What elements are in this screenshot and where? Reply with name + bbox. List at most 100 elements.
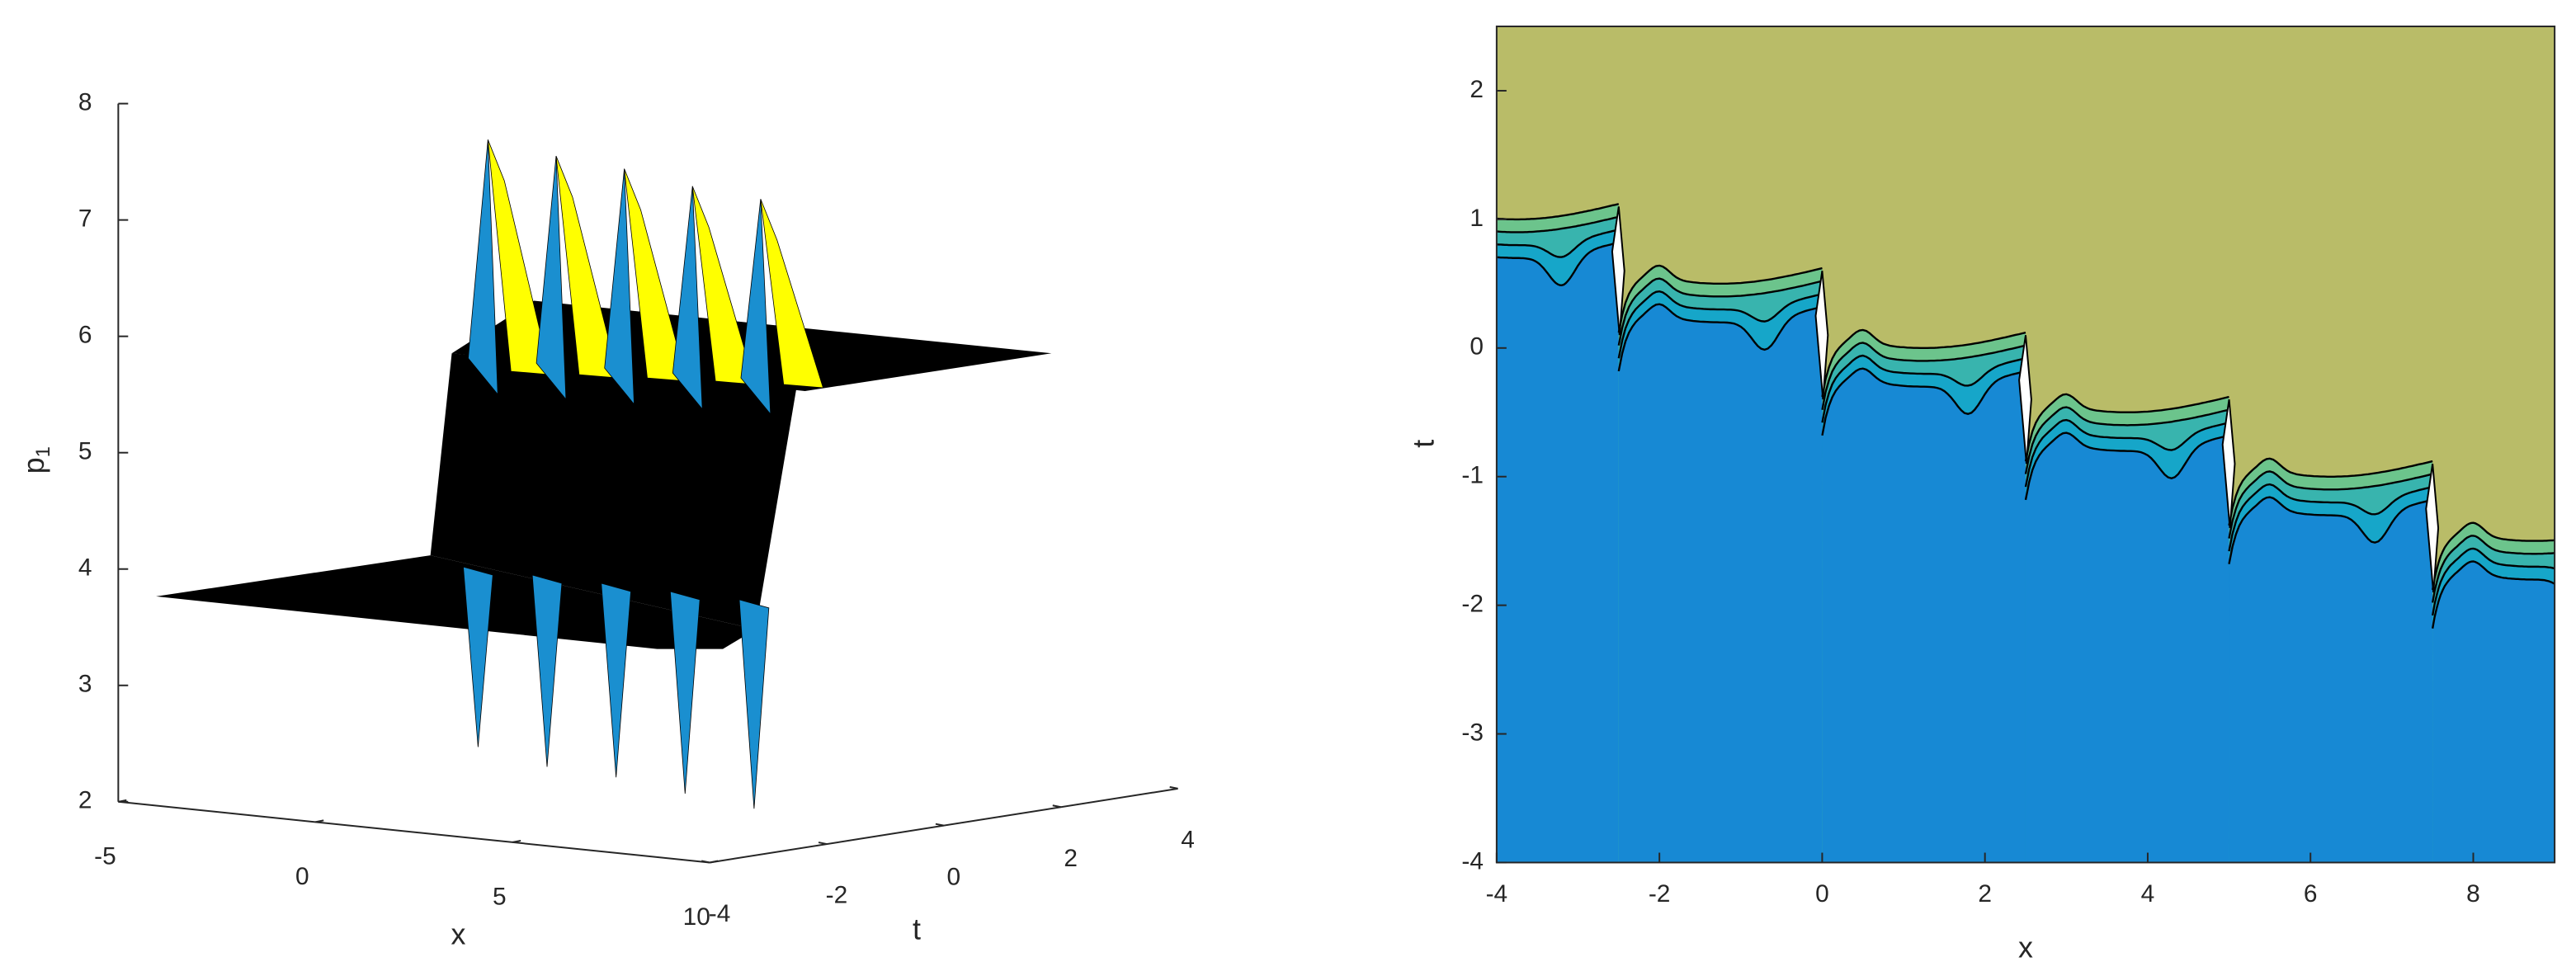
- t-tick: [818, 842, 828, 846]
- z-tick-label: 6: [78, 322, 92, 349]
- t-tick: [1052, 804, 1061, 809]
- contour-line: [2432, 535, 2555, 603]
- y-tick-label: -3: [1461, 719, 1484, 746]
- front-wall: [430, 353, 797, 629]
- x-tick-label: 2: [1978, 880, 1992, 908]
- contour-line: [1821, 367, 2026, 436]
- x-tick-label: -2: [1649, 880, 1671, 908]
- surface-plot: 2 3 4 5 6 7 8 -5 0 5 10-4 -2 0 2 4 x t p1: [17, 88, 1195, 950]
- contour-region: [1496, 243, 1619, 863]
- x-axis: [118, 800, 710, 864]
- t-tick: [701, 860, 710, 864]
- contour-line: [1617, 303, 1823, 372]
- contour-line: [2432, 560, 2555, 629]
- x-tick-label: 8: [2466, 880, 2480, 908]
- peak-spike: [535, 156, 567, 401]
- contour-line: [1496, 241, 1620, 287]
- contour-cusp: [2221, 399, 2236, 529]
- y-tick-label: -1: [1461, 462, 1484, 489]
- peak-spike: [604, 168, 635, 406]
- contour-region: [2229, 497, 2433, 863]
- contour-region: [2025, 432, 2229, 863]
- contour-line: [1821, 342, 2026, 410]
- contour-line: [1821, 328, 2026, 398]
- y-tick-label: 0: [1470, 333, 1484, 361]
- x-tick-label: -4: [1486, 880, 1508, 908]
- contour-line: [1821, 354, 2026, 423]
- contour-line: [1496, 203, 1620, 221]
- contour-line: [2024, 406, 2229, 474]
- x-axis-label: x: [451, 918, 466, 951]
- contour-line: [2024, 431, 2229, 501]
- peak-sheet: [760, 199, 824, 389]
- z-axis-label: p1: [17, 446, 54, 474]
- t-tick-label: -2: [826, 882, 848, 909]
- contour-cusp: [1814, 271, 1829, 400]
- t-tick: [935, 823, 945, 827]
- contour-line: [2228, 496, 2433, 564]
- trough-spike: [601, 582, 631, 778]
- contour-cusp: [1611, 206, 1625, 336]
- contour-line: [2432, 547, 2555, 616]
- contour-line: [1496, 229, 1620, 258]
- contour-line: [2024, 393, 2229, 462]
- y-axis-label: t: [1408, 440, 1441, 448]
- contour-region: [1618, 304, 1823, 863]
- t-axis-label: t: [913, 913, 921, 946]
- x-tick-label: 0: [1815, 880, 1829, 908]
- z-tick-label: 5: [78, 438, 92, 465]
- trough-spike: [669, 591, 701, 794]
- contour-line: [2024, 418, 2229, 488]
- x-tick-label: 4: [2141, 880, 2155, 908]
- trough-spike: [738, 599, 770, 809]
- z-tick-label: 7: [78, 205, 92, 233]
- z-label-sub: 1: [32, 446, 54, 457]
- z-label-main: p: [17, 457, 50, 474]
- contour-line: [2432, 521, 2555, 591]
- x-tick-label: 10: [683, 903, 710, 931]
- z-tick-label: 4: [78, 554, 92, 582]
- x-axis-label: x: [2018, 931, 2033, 964]
- t-tick-label: 0: [947, 863, 961, 890]
- t-tick: [1169, 785, 1178, 790]
- contour-line: [1617, 264, 1823, 333]
- contour-line: [1617, 277, 1823, 346]
- x-tick: [709, 860, 719, 864]
- contour-line: [1496, 215, 1620, 233]
- peak-spike: [468, 139, 498, 396]
- contour-line: [1617, 290, 1823, 359]
- trough-spike: [531, 574, 563, 767]
- z-tick-label: 8: [78, 88, 92, 116]
- x-tick: [512, 839, 521, 843]
- peak-spike: [740, 199, 771, 416]
- x-tick-label: 5: [493, 883, 507, 910]
- x-tick-label: -5: [94, 842, 116, 870]
- contour-line: [2228, 457, 2433, 526]
- trough-spike: [463, 566, 493, 747]
- contour-cusp: [2018, 335, 2032, 464]
- contour-line: [2228, 483, 2433, 552]
- contour-fill: [1496, 26, 2555, 863]
- t-tick-label: 2: [1064, 845, 1078, 872]
- contour-line: [2228, 470, 2433, 539]
- x-tick-label: 6: [2304, 880, 2318, 908]
- axes-box: [1495, 26, 2556, 864]
- y-tick-label: -4: [1461, 847, 1484, 875]
- x-tick: [118, 799, 127, 803]
- z-tick-label: 2: [78, 787, 92, 814]
- x-tick-label: 0: [295, 863, 309, 890]
- y-tick-label: 1: [1470, 205, 1484, 232]
- contour-cusp: [2425, 463, 2440, 593]
- peak-spike: [672, 186, 703, 411]
- t-axis: [709, 787, 1178, 864]
- t-tick-label: 4: [1181, 826, 1195, 853]
- y-tick-label: -2: [1461, 591, 1484, 618]
- contour-region: [1822, 368, 2026, 863]
- z-tick-label: 3: [78, 671, 92, 698]
- t-tick-label: -4: [709, 900, 731, 927]
- x-tick: [315, 819, 324, 823]
- contour-region: [2432, 561, 2555, 863]
